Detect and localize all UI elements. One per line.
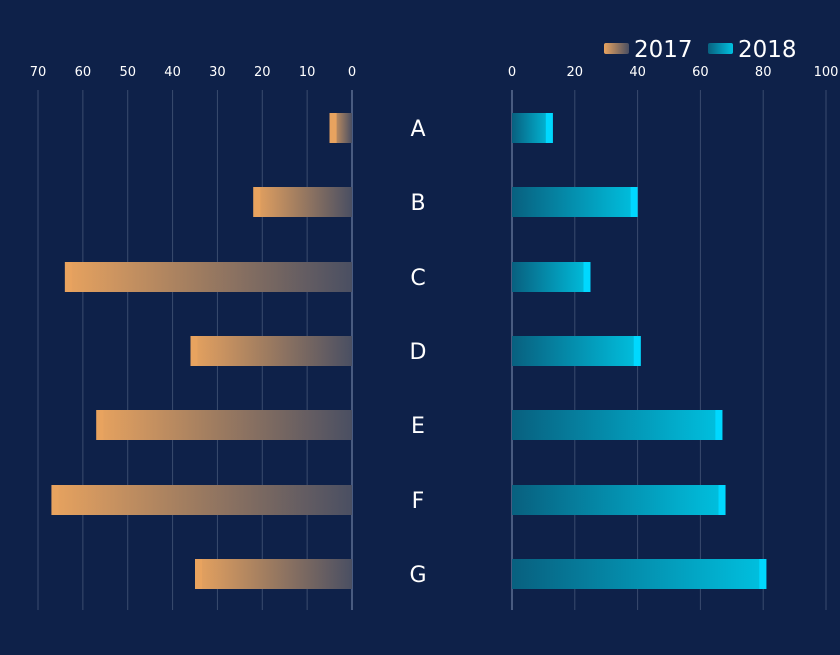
bar-2017-c[interactable] [64, 262, 353, 292]
right-tick-label: 0 [508, 65, 516, 80]
bar-2017-f[interactable] [51, 485, 352, 515]
legend-swatch [708, 43, 733, 54]
bar-cap-2017-a [329, 113, 337, 143]
bar-2018-f[interactable] [512, 485, 726, 515]
grid-lines [37, 90, 827, 610]
left-tick-label: 10 [299, 65, 316, 80]
left-tick-label: 50 [119, 65, 136, 80]
legend-item-2017[interactable]: 2017 [604, 37, 693, 63]
category-label-b: B [410, 191, 425, 216]
legend-swatch [604, 43, 629, 54]
right-tick-label: 60 [692, 65, 709, 80]
bar-2017-d[interactable] [190, 336, 352, 366]
left-tick-label: 70 [30, 65, 47, 80]
right-tick-label: 40 [629, 65, 646, 80]
category-label-g: G [409, 563, 426, 588]
right-tick-label: 100 [814, 65, 839, 80]
bar-cap-2017-d [190, 336, 198, 366]
category-label-e: E [411, 414, 425, 439]
bar-cap-2018-f [718, 485, 726, 515]
bar-cap-2017-b [253, 187, 261, 217]
bar-cap-2017-g [195, 559, 202, 589]
bar-cap-2018-a [545, 113, 553, 143]
category-labels: A B C D E F G [409, 117, 426, 588]
bar-cap-2017-f [51, 485, 59, 515]
bar-cap-2017-e [96, 410, 104, 440]
left-tick-label: 40 [164, 65, 181, 80]
legend-label: 2017 [634, 37, 693, 63]
left-tick-label: 20 [254, 65, 271, 80]
bar-cap-2018-b [630, 187, 638, 217]
legend-label: 2018 [738, 37, 797, 63]
category-label-f: F [412, 489, 425, 514]
legend-item-2018[interactable]: 2018 [708, 37, 797, 63]
right-tick-label: 20 [567, 65, 584, 80]
bars [51, 113, 767, 589]
category-label-a: A [410, 117, 425, 142]
bar-2018-d[interactable] [512, 336, 641, 366]
bar-cap-2018-c [583, 262, 591, 292]
bar-2017-b[interactable] [253, 187, 352, 217]
bar-2018-b[interactable] [512, 187, 638, 217]
right-tick-label: 80 [755, 65, 772, 80]
bar-2018-c[interactable] [512, 262, 591, 292]
bar-cap-2018-e [715, 410, 723, 440]
bar-cap-2018-d [633, 336, 641, 366]
axis-labels: 70 60 50 40 30 20 10 0 0 20 40 60 80 100 [30, 65, 839, 80]
category-label-c: C [410, 266, 425, 291]
left-tick-label: 30 [209, 65, 226, 80]
bar-2017-e[interactable] [96, 410, 352, 440]
left-tick-label: 60 [75, 65, 92, 80]
bar-2018-g[interactable] [512, 559, 767, 589]
bar-cap-2018-g [759, 559, 767, 589]
bar-2017-g[interactable] [195, 559, 352, 589]
bar-cap-2017-c [64, 262, 72, 292]
bar-2018-e[interactable] [512, 410, 723, 440]
left-tick-label: 0 [348, 65, 356, 80]
category-label-d: D [410, 340, 427, 365]
legend[interactable]: 2017 2018 [604, 37, 797, 63]
